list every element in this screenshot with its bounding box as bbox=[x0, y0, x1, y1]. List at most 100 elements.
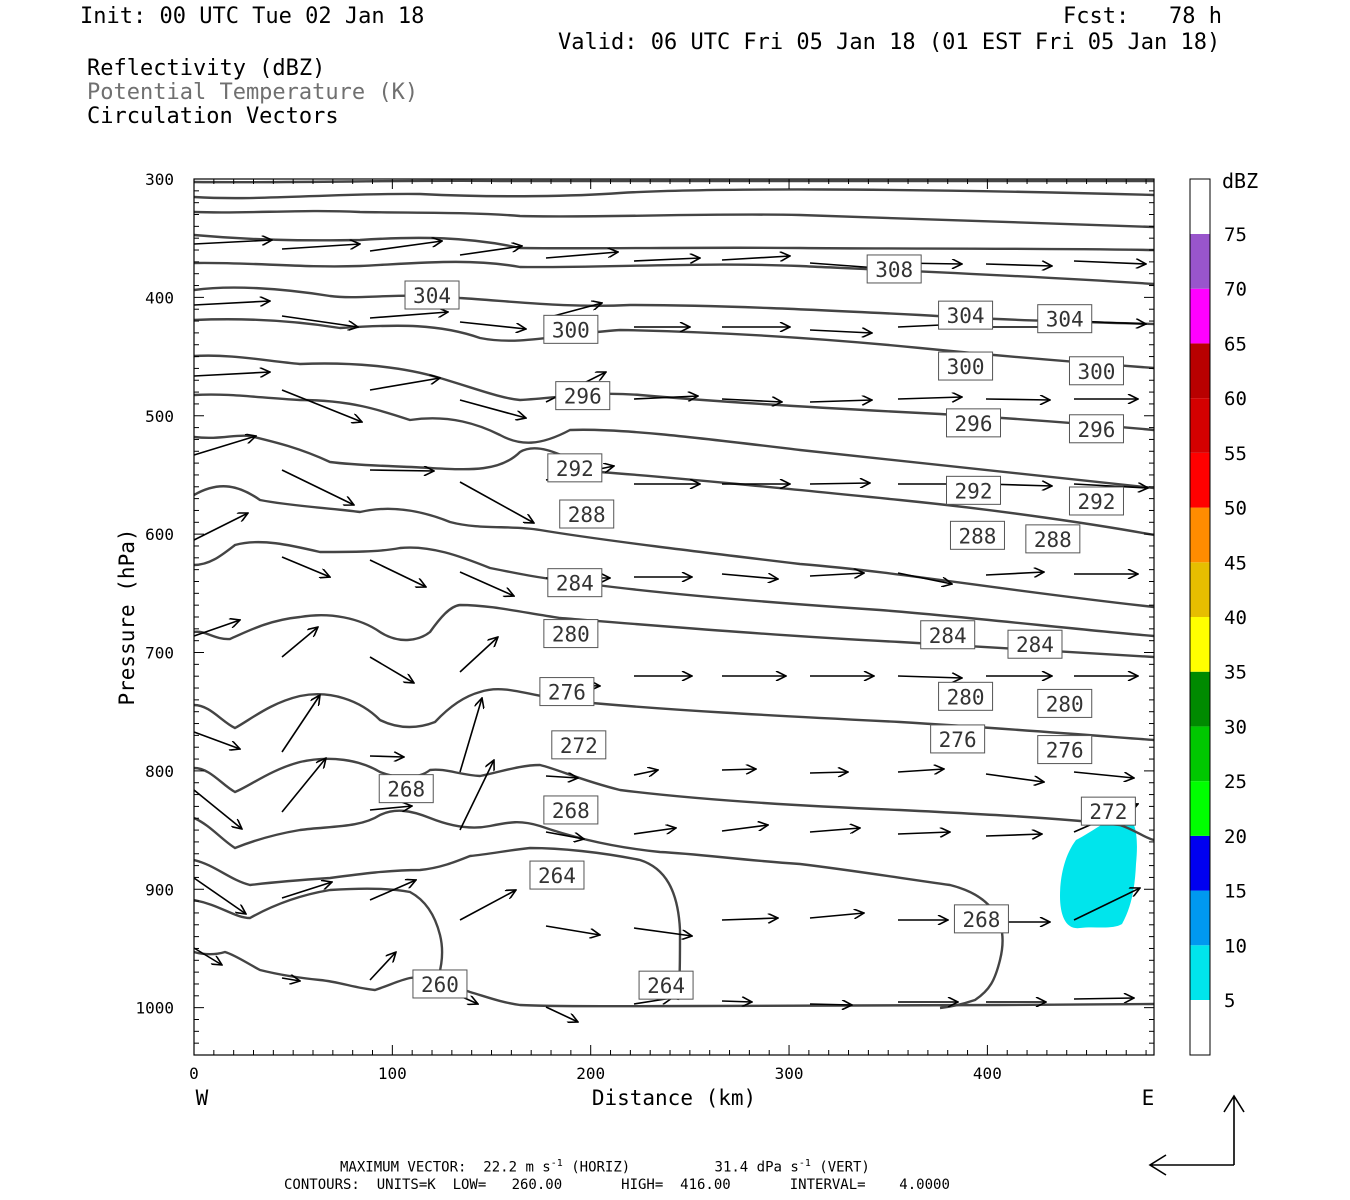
isentrope-label: 280 bbox=[1037, 688, 1093, 718]
isentrope-line bbox=[194, 846, 682, 1001]
circulation-vector bbox=[897, 832, 950, 834]
circulation-vector bbox=[1073, 771, 1134, 778]
circulation-vector bbox=[721, 1001, 752, 1002]
isentrope-label-text: 280 bbox=[947, 685, 985, 709]
max-vector-vert: 31.4 dPa s bbox=[714, 1159, 799, 1176]
isentrope-label-text: 268 bbox=[387, 778, 425, 802]
isentrope-label-box bbox=[866, 254, 922, 284]
isentrope-label-box bbox=[1037, 688, 1093, 718]
isentrope-label-box bbox=[543, 619, 599, 649]
circulation-vector bbox=[369, 312, 448, 319]
circulation-vector bbox=[459, 698, 482, 773]
isentrope-label-text: 300 bbox=[1078, 360, 1116, 384]
isentrope-label-box bbox=[946, 408, 1002, 438]
circulation-vector bbox=[281, 627, 318, 658]
circulation-vector bbox=[193, 947, 222, 965]
isentrope-label-text: 272 bbox=[560, 734, 598, 758]
isentrope-label-text: 264 bbox=[647, 974, 685, 998]
y-tick-label: 700 bbox=[145, 644, 174, 663]
circulation-vector bbox=[1073, 484, 1148, 488]
x-tick-label: 400 bbox=[973, 1064, 1002, 1083]
isentrope-label-box bbox=[543, 795, 599, 825]
circulation-vector bbox=[193, 620, 240, 637]
isentrope-label: 276 bbox=[930, 724, 986, 754]
isentrope-line bbox=[194, 188, 1154, 200]
isentrope-label-box bbox=[1080, 796, 1136, 826]
isentrope-label-text: 276 bbox=[939, 728, 977, 752]
circulation-vector bbox=[369, 656, 414, 683]
colorbar-swatch bbox=[1190, 781, 1210, 836]
isentrope-label: 284 bbox=[1007, 629, 1063, 659]
circulation-vector bbox=[721, 574, 778, 579]
isentrope-line bbox=[194, 393, 1154, 490]
isentrope-label-box bbox=[930, 724, 986, 754]
circulation-vector bbox=[809, 1004, 852, 1005]
circulation-vector bbox=[369, 559, 426, 587]
colorbar-tick-label: 25 bbox=[1224, 771, 1247, 793]
circulation-vector bbox=[809, 772, 848, 773]
colorbar-tick-label: 15 bbox=[1224, 881, 1247, 903]
isentrope-label-text: 284 bbox=[556, 572, 594, 596]
circulation-vector bbox=[809, 483, 870, 484]
isentrope-label-box bbox=[638, 970, 694, 1000]
isentrope-label: 300 bbox=[543, 314, 599, 344]
colorbar-swatch bbox=[1190, 890, 1210, 946]
isentrope-line bbox=[194, 286, 1154, 326]
isentrope-label: 296 bbox=[1068, 414, 1124, 444]
isentrope-label-text: 304 bbox=[947, 304, 985, 328]
x-tick-label: 100 bbox=[378, 1064, 407, 1083]
colorbar-swatch bbox=[1190, 671, 1210, 727]
x-left-label: W bbox=[196, 1086, 209, 1110]
circulation-vector bbox=[809, 330, 872, 333]
circulation-vector bbox=[1073, 998, 1134, 999]
isentrope-label: 268 bbox=[543, 795, 599, 825]
isentrope-label-box bbox=[559, 499, 615, 529]
colorbar-swatch bbox=[1190, 945, 1210, 1000]
isentrope-line bbox=[194, 209, 1154, 229]
isentrope-label-box bbox=[946, 475, 1002, 505]
circulation-vector bbox=[281, 882, 332, 899]
circulation-vector bbox=[193, 877, 246, 914]
circulation-vector bbox=[721, 825, 768, 832]
isentrope-label-text: 288 bbox=[568, 503, 606, 527]
circulation-vector bbox=[985, 399, 1050, 400]
circulation-vector bbox=[281, 695, 320, 753]
isentrope-label-text: 288 bbox=[959, 524, 997, 548]
colorbar-outline bbox=[1189, 178, 1211, 1056]
y-tick-labels: 300 400 500 600 700 800 900 1000 bbox=[135, 170, 174, 1018]
colorbar-tick-label: 40 bbox=[1224, 607, 1247, 629]
colorbar-tick-label: 35 bbox=[1224, 662, 1247, 684]
circulation-vector bbox=[193, 731, 240, 749]
circulation-vector bbox=[985, 834, 1042, 836]
isentrope-label-box bbox=[551, 730, 607, 760]
forecast-hour: Fcst: 78 h bbox=[1063, 4, 1222, 29]
isentrope-label-box bbox=[1068, 486, 1124, 516]
isentrope-label: 276 bbox=[1037, 735, 1093, 765]
isentrope-label-text: 268 bbox=[552, 799, 590, 823]
colorbar-tick-label: 55 bbox=[1224, 443, 1247, 465]
isentrope-label-box bbox=[543, 314, 599, 344]
horiz-exponent: -1 bbox=[550, 1158, 563, 1169]
colorbar-tick-label: 45 bbox=[1224, 552, 1247, 574]
max-vector-horiz: 22.2 m s bbox=[483, 1159, 551, 1176]
circulation-vector bbox=[721, 399, 782, 402]
max-vector-label: MAXIMUM VECTOR: bbox=[340, 1159, 467, 1176]
isentrope-label-box bbox=[1037, 304, 1093, 334]
isentrope-label-text: 300 bbox=[947, 355, 985, 379]
circulation-vector bbox=[1073, 888, 1140, 921]
isentrope-line bbox=[194, 603, 1154, 659]
isentrope-line bbox=[194, 687, 1154, 742]
max-vector-vert-unit: (VERT) bbox=[810, 1159, 870, 1176]
isentrope-label-text: 300 bbox=[552, 318, 590, 342]
circulation-vector bbox=[281, 758, 326, 813]
isentrope-label: 308 bbox=[866, 254, 922, 284]
isentrope-line bbox=[194, 485, 1154, 609]
colorbar-swatch bbox=[1190, 343, 1210, 399]
isentrope-label-box bbox=[1007, 629, 1063, 659]
circulation-vector bbox=[193, 436, 256, 456]
isentrope-label: 284 bbox=[920, 620, 976, 650]
isentrope-label: 296 bbox=[555, 381, 611, 411]
isentrope-line bbox=[194, 887, 444, 986]
colorbar-tick-label: 20 bbox=[1224, 826, 1247, 848]
